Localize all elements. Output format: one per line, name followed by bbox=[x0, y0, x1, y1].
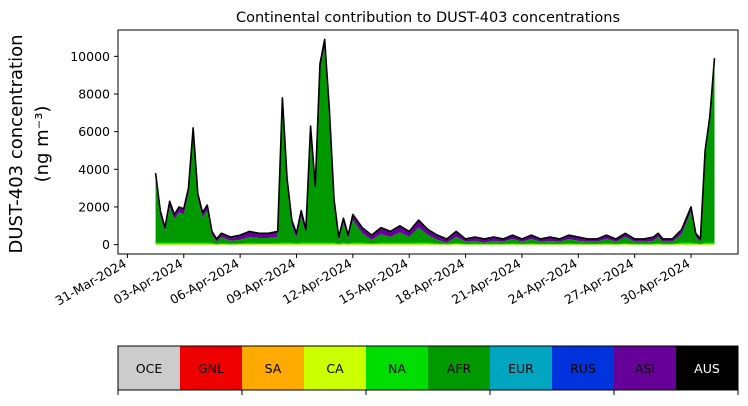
plot-area bbox=[154, 38, 716, 245]
legend-label: EUR bbox=[508, 361, 534, 376]
series-line-total bbox=[154, 38, 716, 240]
legend-label: ASI bbox=[635, 361, 655, 376]
axes: 020004000600080001000031-Mar-202403-Apr-… bbox=[53, 29, 739, 308]
series-area-asi bbox=[155, 39, 715, 243]
legend-swatch bbox=[366, 346, 429, 390]
series-area-afr bbox=[155, 46, 715, 245]
plot-frame bbox=[117, 29, 739, 255]
legend-label: GNL bbox=[198, 361, 224, 376]
chart-title: Continental contribution to DUST-403 con… bbox=[236, 10, 620, 26]
legend-swatch bbox=[118, 346, 181, 390]
legend-label: OCE bbox=[136, 361, 163, 376]
legend-frame bbox=[117, 345, 739, 391]
y-tick-label: 8000 bbox=[78, 87, 110, 102]
legend-colorbar: OCE GNL SA CA NA AFR EUR RUS ASI AUS bbox=[117, 345, 739, 395]
series-area-ca bbox=[155, 243, 715, 245]
legend-swatch bbox=[242, 346, 305, 390]
y-tick-label: 4000 bbox=[78, 162, 110, 177]
legend-swatch bbox=[490, 346, 553, 390]
legend-label: CA bbox=[326, 361, 344, 376]
legend-label: AUS bbox=[694, 361, 720, 376]
legend-swatch bbox=[428, 346, 491, 390]
legend-swatch bbox=[676, 346, 739, 390]
y-tick-label: 10000 bbox=[70, 49, 110, 64]
legend-label: NA bbox=[388, 361, 406, 376]
y-axis-label: DUST-403 concentration bbox=[6, 34, 27, 253]
legend-swatch bbox=[304, 346, 367, 390]
y-axis-label-units: (ng m⁻³) bbox=[32, 106, 53, 183]
legend-label: AFR bbox=[447, 361, 472, 376]
y-tick-label: 0 bbox=[102, 237, 110, 252]
legend-swatch bbox=[552, 346, 615, 390]
legend-swatch bbox=[614, 346, 677, 390]
legend-label: SA bbox=[265, 361, 282, 376]
y-tick-label: 6000 bbox=[78, 124, 110, 139]
legend-label: RUS bbox=[570, 361, 596, 376]
y-tick-label: 2000 bbox=[78, 199, 110, 214]
legend-swatch bbox=[180, 346, 243, 390]
